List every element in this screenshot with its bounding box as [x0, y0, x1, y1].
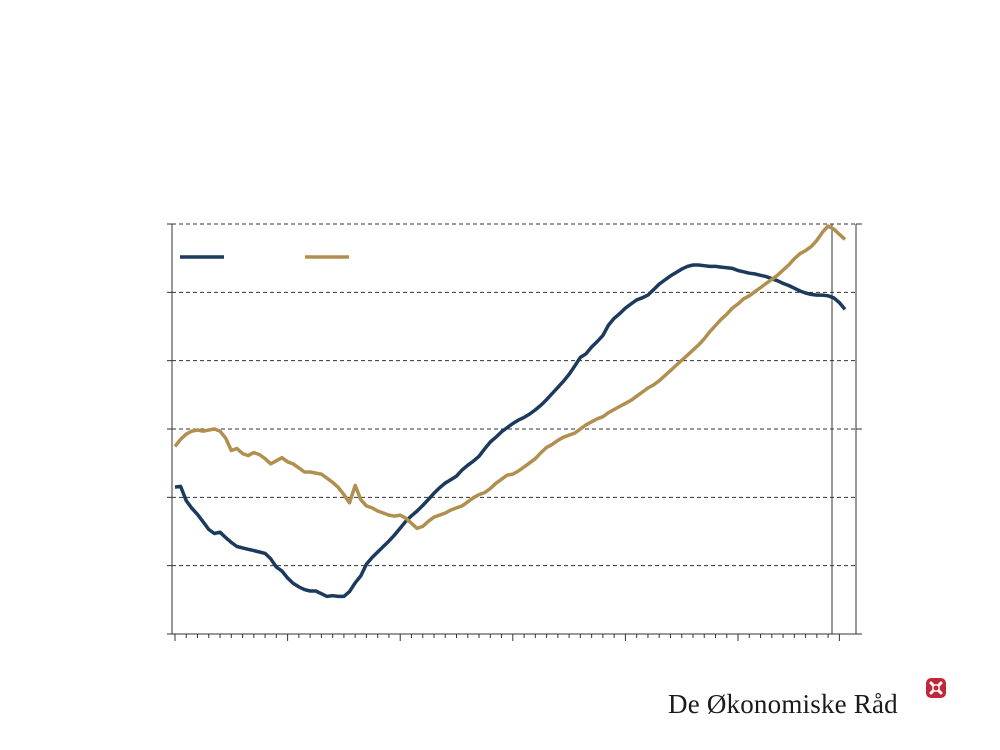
series-line-1	[174, 263, 847, 599]
series-lines	[173, 224, 847, 599]
series-line-2	[173, 224, 847, 531]
brand-mark-icon	[926, 678, 946, 698]
axes	[167, 223, 862, 641]
brand-name: De Økonomiske Råd	[668, 688, 898, 719]
gridlines	[172, 223, 856, 567]
brand-logo: De Økonomiske Råd	[668, 678, 946, 724]
